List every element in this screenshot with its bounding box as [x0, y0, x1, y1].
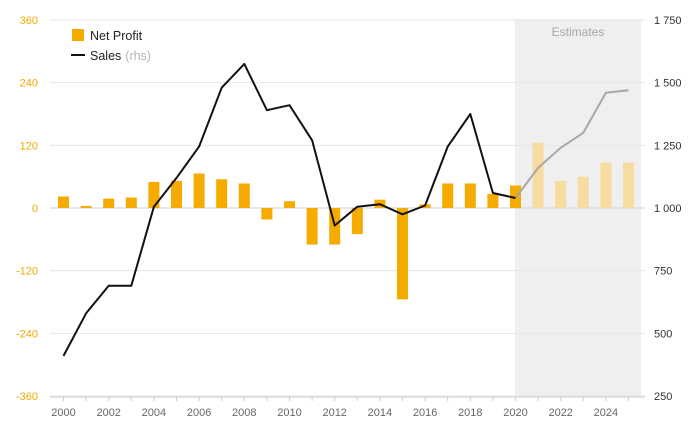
right-tick-label: 1 500 [654, 78, 682, 90]
right-tick-label: 1 750 [654, 15, 682, 27]
net-profit-bar [261, 208, 273, 220]
net-profit-bar-estimate [555, 180, 567, 208]
net-profit-bars [58, 142, 634, 300]
net-profit-bar [125, 197, 137, 208]
left-tick-label: -120 [16, 266, 38, 278]
x-tick-label: 2008 [232, 407, 256, 419]
net-profit-bar [238, 183, 250, 208]
net-profit-bar [148, 181, 160, 208]
x-tick-label: 2010 [277, 407, 301, 419]
x-tick-label: 2018 [458, 407, 482, 419]
x-tick-label: 2012 [322, 407, 346, 419]
net-profit-bar [193, 173, 205, 208]
right-tick-label: 1 250 [654, 140, 682, 152]
legend-sales-name: Sales [90, 49, 121, 63]
sales-line-actual [62, 62, 516, 357]
x-tick-label: 2022 [548, 407, 572, 419]
x-tick-label: 2024 [594, 407, 618, 419]
net-profit-bar [80, 205, 92, 208]
left-tick-label: 240 [20, 78, 38, 90]
net-profit-bar-estimate [532, 142, 544, 208]
x-tick-label: 2020 [503, 407, 527, 419]
net-profit-bar-estimate [577, 176, 589, 208]
net-profit-bar [103, 198, 115, 208]
left-axis-ticks: 360 240 120 0 -120 -240 -360 [16, 15, 38, 403]
right-axis-ticks: 1 750 1 500 1 250 1 000 750 500 250 [654, 15, 682, 403]
right-tick-label: 750 [654, 266, 672, 278]
legend-sales-label: Sales (rhs) [90, 49, 151, 63]
net-profit-bar [397, 208, 408, 300]
net-profit-bar [58, 196, 69, 208]
estimates-label: Estimates [552, 25, 605, 39]
left-tick-label: 360 [20, 15, 38, 27]
x-tick-label: 2002 [96, 407, 120, 419]
x-axis: 2000 2002 2004 2006 2008 2010 2012 2014 2016 2018… [50, 396, 645, 419]
left-tick-label: 120 [20, 140, 38, 152]
net-profit-bar [171, 180, 182, 208]
net-profit-bar [464, 183, 476, 208]
left-tick-label: 0 [32, 203, 38, 215]
left-tick-label: -240 [16, 328, 38, 340]
net-profit-bar [487, 193, 499, 208]
net-profit-bar [351, 208, 363, 235]
sales-line [62, 62, 629, 357]
net-profit-bar-estimate [600, 162, 612, 208]
x-tick-label: 2014 [368, 407, 392, 419]
right-tick-label: 500 [654, 328, 672, 340]
right-tick-label: 250 [654, 391, 672, 403]
legend-sales-suffix: (rhs) [125, 49, 151, 63]
x-tick-label: 2000 [51, 407, 75, 419]
x-tick-label: 2006 [187, 407, 211, 419]
net-profit-bar-estimate [623, 162, 634, 208]
legend-net-profit-swatch [72, 29, 84, 41]
gridlines [50, 19, 645, 397]
net-profit-bar [216, 179, 228, 208]
sales-line-estimate [514, 89, 629, 199]
x-tick-label: 2004 [142, 407, 166, 419]
right-tick-label: 1 000 [654, 203, 682, 215]
x-tick-label: 2016 [413, 407, 437, 419]
legend: Net Profit Sales (rhs) [71, 29, 151, 63]
net-profit-bar [306, 208, 318, 245]
net-profit-bar [442, 183, 454, 208]
left-tick-label: -360 [16, 391, 38, 403]
legend-net-profit-label: Net Profit [90, 29, 143, 43]
net-profit-bar [284, 201, 295, 208]
